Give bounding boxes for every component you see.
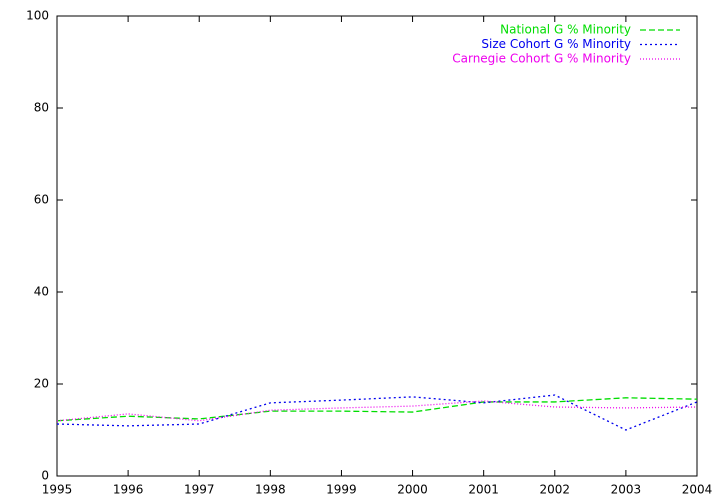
x-tick-label: 2001 <box>468 483 499 497</box>
y-tick-label: 40 <box>34 285 49 299</box>
x-tick-label: 2004 <box>682 483 713 497</box>
x-tick-label: 1999 <box>326 483 357 497</box>
x-tick-label: 2000 <box>397 483 428 497</box>
x-tick-label: 2003 <box>611 483 642 497</box>
x-tick-label: 2002 <box>540 483 571 497</box>
x-tick-label: 1996 <box>113 483 144 497</box>
y-tick-label: 20 <box>34 377 49 391</box>
legend-label: Carnegie Cohort G % Minority <box>452 52 631 66</box>
legend-label: Size Cohort G % Minority <box>481 37 631 51</box>
y-tick-label: 0 <box>41 469 49 483</box>
series-line <box>56 400 698 422</box>
series-line <box>56 397 698 422</box>
x-tick-label: 1997 <box>184 483 215 497</box>
x-tick-label: 1995 <box>42 483 73 497</box>
plot-frame <box>56 15 698 477</box>
y-tick-label: 100 <box>26 9 49 23</box>
x-tick-label: 1998 <box>255 483 286 497</box>
y-tick-label: 80 <box>34 101 49 115</box>
y-tick-label: 60 <box>34 193 49 207</box>
series-line <box>56 394 698 431</box>
legend-label: National G % Minority <box>500 23 631 37</box>
